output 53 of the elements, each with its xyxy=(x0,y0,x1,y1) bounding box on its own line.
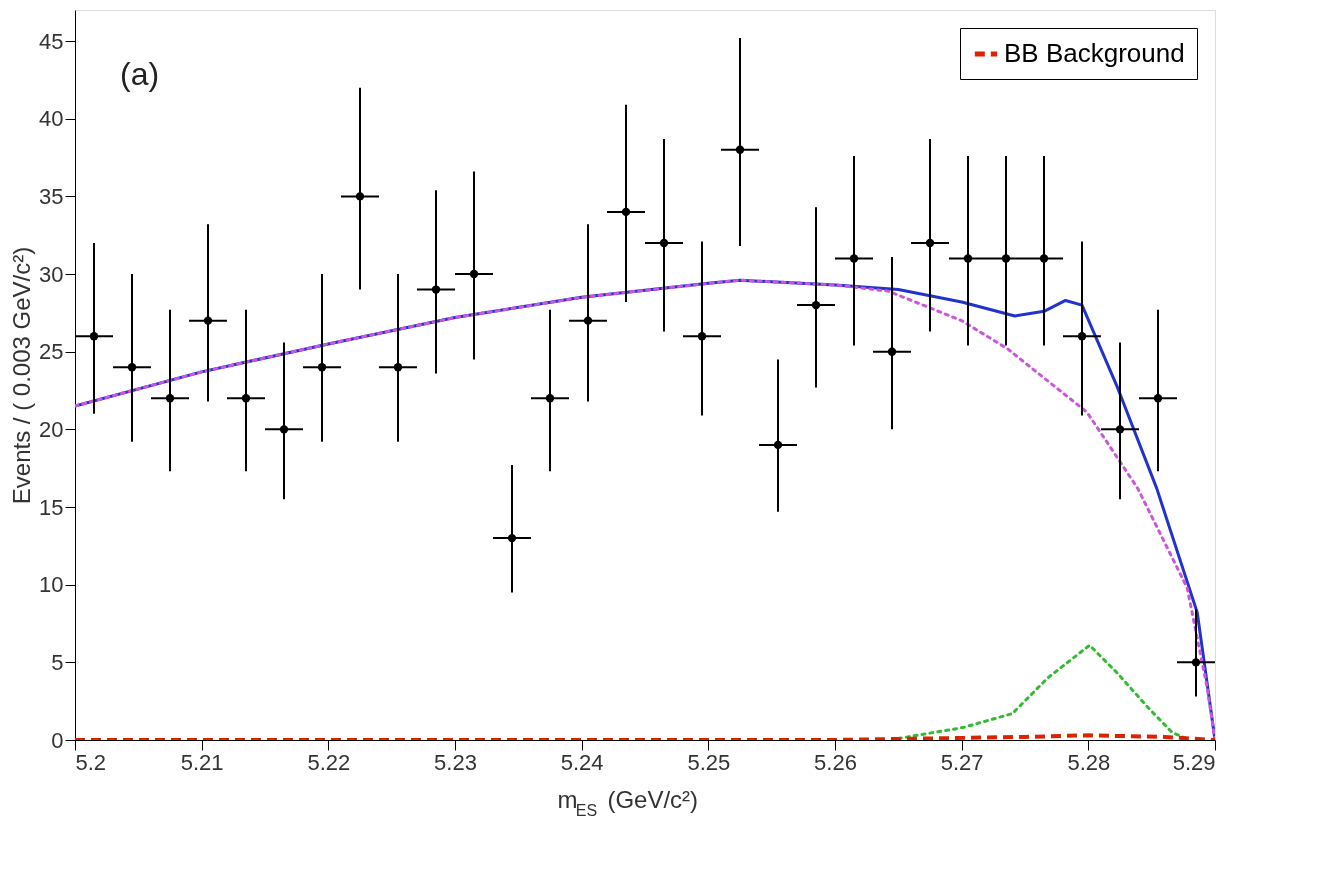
x-tick-label: 5.23 xyxy=(434,749,477,775)
y-tick-label: 30 xyxy=(39,261,64,287)
point xyxy=(393,363,403,372)
x-tick-label: 5.29 xyxy=(1172,749,1216,775)
point xyxy=(203,316,213,325)
x-tick-label: 5.24 xyxy=(560,749,604,775)
y-tick-label: 0 xyxy=(51,727,64,753)
x-tick-label: 5.28 xyxy=(1067,749,1111,775)
point xyxy=(1153,394,1163,403)
legend-label: BB Background xyxy=(1004,38,1185,68)
point xyxy=(697,332,707,341)
x-tick-label: 5.22 xyxy=(307,749,351,775)
x-tick-label: 5.26 xyxy=(814,749,857,775)
point xyxy=(735,145,745,154)
point xyxy=(1077,332,1087,341)
y-tick-label: 10 xyxy=(39,572,64,598)
point xyxy=(583,316,593,325)
point xyxy=(127,363,137,372)
y-tick-label: 15 xyxy=(39,494,64,520)
point xyxy=(773,440,783,450)
point xyxy=(317,363,327,372)
point xyxy=(1115,425,1125,434)
point xyxy=(545,394,555,403)
annotation: (a) xyxy=(120,56,160,92)
point xyxy=(89,332,99,341)
y-tick-label: 35 xyxy=(39,183,64,209)
x-tick-label: 5.27 xyxy=(940,749,984,775)
point xyxy=(1001,254,1011,263)
point xyxy=(963,254,973,263)
point xyxy=(507,533,517,543)
y-tick-label: 20 xyxy=(39,416,64,442)
x-tick-label: 5.21 xyxy=(180,749,224,775)
y-tick-label: 45 xyxy=(39,28,64,54)
point xyxy=(241,394,251,403)
point xyxy=(659,238,669,248)
point xyxy=(621,207,631,217)
point xyxy=(431,285,441,294)
point xyxy=(469,269,479,279)
point xyxy=(165,394,175,403)
point xyxy=(925,238,935,248)
y-tick-label: 40 xyxy=(39,106,64,132)
y-axis-title: Events / ( 0.003 GeV/c²) xyxy=(8,246,36,505)
point xyxy=(279,425,289,434)
point xyxy=(1191,658,1201,667)
point xyxy=(849,254,859,263)
x-tick-label: 5.25 xyxy=(687,749,731,775)
point xyxy=(355,192,365,201)
y-tick-label: 5 xyxy=(51,649,64,675)
point xyxy=(1039,254,1049,263)
y-tick-label: 25 xyxy=(39,339,64,365)
point xyxy=(887,347,897,356)
x-tick-label: 5.2 xyxy=(75,749,107,775)
point xyxy=(811,300,821,310)
